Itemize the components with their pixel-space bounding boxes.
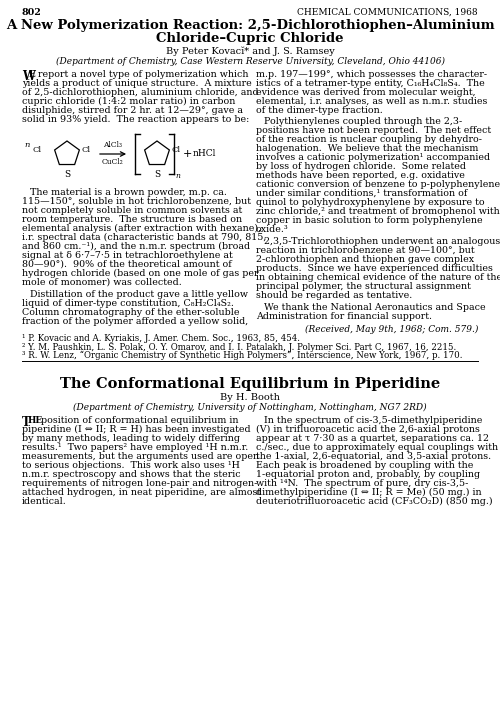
Text: solid in 93% yield.  The reaction appears to be:: solid in 93% yield. The reaction appears…	[22, 115, 250, 124]
Text: principal polymer, the structural assignment: principal polymer, the structural assign…	[256, 282, 471, 291]
Text: (Received, May 9th, 1968; Com. 579.): (Received, May 9th, 1968; Com. 579.)	[304, 325, 478, 334]
Text: ¹ P. Kovacic and A. Kyriakis, J. Amer. Chem. Soc., 1963, 85, 454.: ¹ P. Kovacic and A. Kyriakis, J. Amer. C…	[22, 334, 300, 343]
Text: identical.: identical.	[22, 497, 67, 506]
Text: of 2,5-dichlorothiophen, aluminium chloride, and: of 2,5-dichlorothiophen, aluminium chlor…	[22, 88, 258, 97]
Text: halogenation.  We believe that the mechanism: halogenation. We believe that the mechan…	[256, 144, 478, 153]
Text: n: n	[175, 172, 180, 180]
Text: CHEMICAL COMMUNICATIONS, 1968: CHEMICAL COMMUNICATIONS, 1968	[298, 8, 478, 17]
Text: appear at τ 7·30 as a quartet, separations ca. 12: appear at τ 7·30 as a quartet, separatio…	[256, 434, 489, 443]
Text: elemental, i.r. analyses, as well as n.m.r. studies: elemental, i.r. analyses, as well as n.m…	[256, 97, 488, 106]
Text: Column chromatography of the ether-soluble: Column chromatography of the ether-solub…	[22, 308, 240, 317]
Text: copper in basic solution to form polyphenylene: copper in basic solution to form polyphe…	[256, 216, 482, 225]
Text: nHCl: nHCl	[193, 149, 216, 159]
Text: dimethylpiperidine (I ⇔ II; R = Me) (50 mg.) in: dimethylpiperidine (I ⇔ II; R = Me) (50 …	[256, 488, 482, 497]
Text: 802: 802	[22, 8, 42, 17]
Text: (V) in trifluoroacetic acid the 2,6-axial protons: (V) in trifluoroacetic acid the 2,6-axia…	[256, 425, 480, 434]
Text: should be regarded as tentative.: should be regarded as tentative.	[256, 291, 412, 300]
Text: zinc chloride,² and treatment of bromophenol with: zinc chloride,² and treatment of bromoph…	[256, 207, 500, 216]
Text: Administration for financial support.: Administration for financial support.	[256, 312, 432, 321]
Text: S: S	[64, 170, 70, 179]
Text: fraction of the polymer afforded a yellow solid,: fraction of the polymer afforded a yello…	[22, 317, 248, 326]
Text: istics of a tetramer-type entity, C₁₆H₄Cl₈S₄.  The: istics of a tetramer-type entity, C₁₆H₄C…	[256, 79, 485, 88]
Text: of the reaction is nuclear coupling by dehydro-: of the reaction is nuclear coupling by d…	[256, 135, 482, 144]
Text: under similar conditions,¹ transformation of: under similar conditions,¹ transformatio…	[256, 189, 468, 198]
Text: quinol to polyhydroxyphenylene by exposure to: quinol to polyhydroxyphenylene by exposu…	[256, 198, 484, 207]
Text: n.m.r. spectroscopy and shows that the steric: n.m.r. spectroscopy and shows that the s…	[22, 470, 240, 479]
Text: report a novel type of polymerization which: report a novel type of polymerization wh…	[35, 70, 248, 79]
Text: (Department of Chemistry, Case Western Reserve University, Cleveland, Ohio 44106: (Department of Chemistry, Case Western R…	[56, 57, 444, 66]
Text: positions have not been reported.  The net effect: positions have not been reported. The ne…	[256, 126, 491, 135]
Text: room temperature.  The structure is based on: room temperature. The structure is based…	[22, 215, 242, 224]
Text: ³ R. W. Lenz, “Organic Chemistry of Synthetic High Polymers”, Interscience, New : ³ R. W. Lenz, “Organic Chemistry of Synt…	[22, 351, 462, 360]
Text: Polythienylenes coupled through the 2,3-: Polythienylenes coupled through the 2,3-	[264, 117, 462, 126]
Text: m.p. 197—199°, which possesses the character-: m.p. 197—199°, which possesses the chara…	[256, 70, 487, 79]
Text: reaction in trichlorobenzene at 90—100°, but: reaction in trichlorobenzene at 90—100°,…	[256, 246, 474, 255]
Text: hydrogen chloride (based on one mole of gas per: hydrogen chloride (based on one mole of …	[22, 269, 258, 278]
Text: In the spectrum of cis-3,5-dimethylpiperidine: In the spectrum of cis-3,5-dimethylpiper…	[264, 416, 482, 425]
Text: Cl: Cl	[82, 146, 91, 154]
Text: elemental analysis (after extraction with hexane),: elemental analysis (after extraction wit…	[22, 224, 261, 233]
Text: i.r. spectral data (characteristic bands at 790, 815,: i.r. spectral data (characteristic bands…	[22, 233, 266, 242]
Text: c./sec., due to approximately equal couplings with: c./sec., due to approximately equal coup…	[256, 443, 498, 452]
Text: requirements of nitrogen lone-pair and nitrogen-: requirements of nitrogen lone-pair and n…	[22, 479, 258, 488]
Text: S: S	[154, 170, 160, 179]
Text: 1-equatorial proton and, probably, by coupling: 1-equatorial proton and, probably, by co…	[256, 470, 480, 479]
Text: 2,3,5-Trichlorothiophen underwent an analogous: 2,3,5-Trichlorothiophen underwent an ana…	[264, 237, 500, 246]
Text: by many methods, leading to widely differing: by many methods, leading to widely diffe…	[22, 434, 240, 443]
Text: piperidine (I ⇔ II; R = H) has been investigated: piperidine (I ⇔ II; R = H) has been inve…	[22, 425, 250, 434]
Text: liquid of dimer-type constitution, C₈H₂Cl₄S₂.: liquid of dimer-type constitution, C₈H₂C…	[22, 299, 234, 308]
Text: The Conformational Equilibrium in Piperidine: The Conformational Equilibrium in Piperi…	[60, 377, 440, 391]
Text: (Department of Chemistry, University of Nottingham, Nottingham, NG7 2RD): (Department of Chemistry, University of …	[73, 403, 427, 412]
Text: products.  Since we have experienced difficulties: products. Since we have experienced diff…	[256, 264, 493, 273]
Text: of the dimer-type fraction.: of the dimer-type fraction.	[256, 106, 383, 115]
Text: position of conformational equilibrium in: position of conformational equilibrium i…	[38, 416, 238, 425]
Text: Distillation of the product gave a little yellow: Distillation of the product gave a littl…	[30, 290, 248, 299]
Text: attached hydrogen, in neat piperidine, are almost: attached hydrogen, in neat piperidine, a…	[22, 488, 261, 497]
Text: ² Y. M. Paushkin, L. S. Polak, O. Y. Omarov, and I. I. Patalakh, J. Polymer Sci.: ² Y. M. Paushkin, L. S. Polak, O. Y. Oma…	[22, 342, 456, 352]
Text: by loss of hydrogen chloride.  Some related: by loss of hydrogen chloride. Some relat…	[256, 162, 466, 171]
Text: The material is a brown powder, m.p. ca.: The material is a brown powder, m.p. ca.	[30, 188, 227, 197]
Text: AlCl₃: AlCl₃	[104, 141, 122, 149]
Text: not completely soluble in common solvents at: not completely soluble in common solvent…	[22, 206, 242, 215]
Text: By Peter Kovacĭ* and J. S. Ramsey: By Peter Kovacĭ* and J. S. Ramsey	[166, 47, 334, 56]
Text: A New Polymerization Reaction: 2,5-Dichlorothiophen–Aluminium: A New Polymerization Reaction: 2,5-Dichl…	[6, 19, 494, 32]
Text: to serious objections.  This work also uses ¹H: to serious objections. This work also us…	[22, 461, 240, 470]
Text: measurements, but the arguments used are open: measurements, but the arguments used are…	[22, 452, 259, 461]
Text: and 860 cm.⁻¹), and the n.m.r. spectrum (broad: and 860 cm.⁻¹), and the n.m.r. spectrum …	[22, 242, 250, 251]
Text: T: T	[22, 416, 30, 429]
Text: Each peak is broadened by coupling with the: Each peak is broadened by coupling with …	[256, 461, 474, 470]
Text: 2-chlorothiophen and thiophen gave complex: 2-chlorothiophen and thiophen gave compl…	[256, 255, 474, 264]
Text: signal at δ 6·7–7·5 in tetrachloroethylene at: signal at δ 6·7–7·5 in tetrachloroethyle…	[22, 251, 233, 260]
Text: oxide.³: oxide.³	[256, 225, 289, 234]
Text: We thank the National Aeronautics and Space: We thank the National Aeronautics and Sp…	[264, 303, 486, 312]
Text: involves a cationic polymerization¹ accompanied: involves a cationic polymerization¹ acco…	[256, 153, 490, 162]
Text: n: n	[24, 141, 30, 149]
Text: evidence was derived from molecular weight,: evidence was derived from molecular weig…	[256, 88, 476, 97]
Text: 115—150°, soluble in hot trichlorobenzene, but: 115—150°, soluble in hot trichlorobenzen…	[22, 197, 251, 206]
Text: mole of monomer) was collected.: mole of monomer) was collected.	[22, 278, 182, 287]
Text: methods have been reported, e.g. oxidative: methods have been reported, e.g. oxidati…	[256, 171, 465, 180]
Text: Cl: Cl	[172, 146, 181, 154]
Text: cupric chloride (1:4:2 molar ratio) in carbon: cupric chloride (1:4:2 molar ratio) in c…	[22, 97, 236, 106]
Text: CuCl₂: CuCl₂	[102, 158, 124, 166]
Text: results.¹  Two papers² have employed ¹H n.m.r.: results.¹ Two papers² have employed ¹H n…	[22, 443, 248, 452]
Text: deuteriotrifluoroacetic acid (CF₃CO₂D) (850 mg.): deuteriotrifluoroacetic acid (CF₃CO₂D) (…	[256, 497, 492, 506]
Text: E: E	[29, 70, 36, 79]
Text: the 1-axial, 2,6-equatorial, and 3,5-axial protons.: the 1-axial, 2,6-equatorial, and 3,5-axi…	[256, 452, 491, 461]
Text: W: W	[22, 70, 35, 83]
Text: disulphide, stirred for 2 hr. at 12—29°, gave a: disulphide, stirred for 2 hr. at 12—29°,…	[22, 106, 243, 115]
Text: Chloride–Cupric Chloride: Chloride–Cupric Chloride	[156, 32, 344, 45]
Text: +: +	[183, 149, 192, 159]
Text: cationic conversion of benzene to p-polyphenylene: cationic conversion of benzene to p-poly…	[256, 180, 500, 189]
Text: with ¹⁴N.  The spectrum of pure, dry cis-3,5-: with ¹⁴N. The spectrum of pure, dry cis-…	[256, 479, 468, 488]
Text: Cl: Cl	[33, 146, 42, 154]
Text: in obtaining chemical evidence of the nature of the: in obtaining chemical evidence of the na…	[256, 273, 500, 282]
Text: yields a product of unique structure.  A mixture: yields a product of unique structure. A …	[22, 79, 252, 88]
Text: 80—90°).  90% of the theoretical amount of: 80—90°). 90% of the theoretical amount o…	[22, 260, 232, 269]
Text: By H. Booth: By H. Booth	[220, 393, 280, 402]
Text: HE: HE	[28, 416, 43, 425]
